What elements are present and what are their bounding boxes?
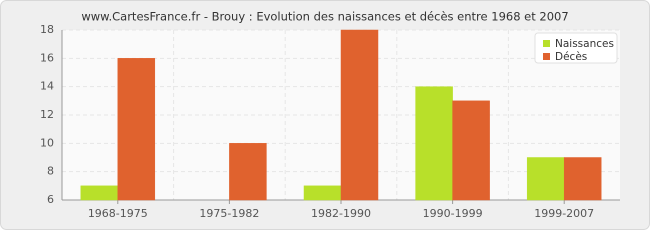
x-tick-label: 1990-1999	[423, 207, 483, 220]
bar	[340, 29, 379, 201]
legend-swatch	[543, 53, 550, 60]
x-tick-label: 1982-1990	[311, 207, 371, 220]
chart: www.CartesFrance.fr - Brouy : Evolution …	[0, 0, 650, 230]
x-tick-label: 1975-1982	[199, 207, 259, 220]
y-tick-label: 6	[47, 193, 54, 206]
y-tick-label: 8	[47, 165, 54, 178]
y-tick-label: 18	[40, 23, 54, 36]
bar	[303, 185, 342, 201]
bar	[117, 58, 156, 201]
y-tick-label: 16	[40, 51, 54, 64]
bar	[229, 143, 267, 201]
bar	[563, 157, 602, 201]
bar	[80, 185, 119, 201]
chart-title: www.CartesFrance.fr - Brouy : Evolution …	[81, 10, 568, 24]
y-tick-label: 10	[40, 136, 54, 149]
x-tick-label: 1968-1975	[88, 207, 148, 220]
legend-swatch	[543, 40, 550, 47]
x-tick-label: 1999-2007	[534, 207, 594, 220]
y-tick-label: 14	[40, 80, 54, 93]
legend-box	[534, 32, 618, 64]
bar	[526, 157, 565, 201]
y-tick-label: 12	[40, 108, 54, 121]
legend-label: Naissances	[555, 38, 614, 50]
legend-label: Décès	[555, 51, 587, 63]
bar	[452, 100, 490, 201]
page: www.CartesFrance.fr - Brouy : Evolution …	[0, 0, 650, 230]
bar	[415, 86, 453, 201]
